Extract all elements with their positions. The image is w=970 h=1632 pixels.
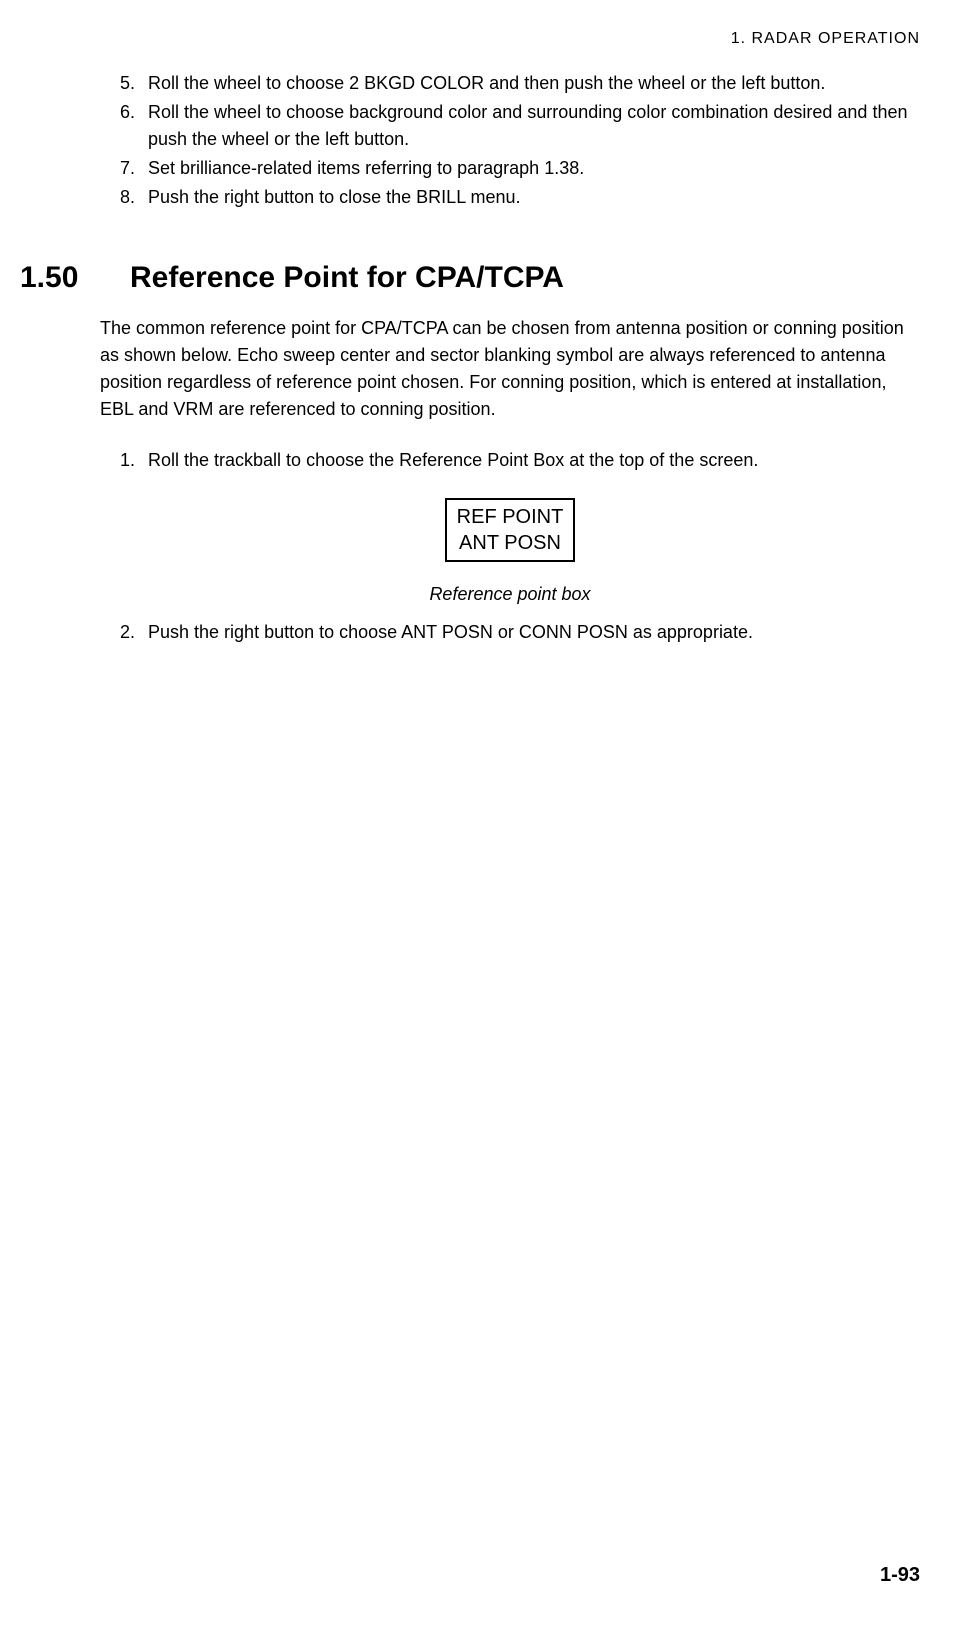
- page-number: 1-93: [880, 1564, 920, 1587]
- list-item-number: 7.: [120, 155, 148, 182]
- ref-box-container: REF POINT ANT POSN Reference point box: [100, 484, 920, 605]
- list-item-text: Roll the wheel to choose 2 BKGD COLOR an…: [148, 70, 920, 97]
- section-body-paragraph: The common reference point for CPA/TCPA …: [100, 315, 920, 423]
- list-item: 2. Push the right button to choose ANT P…: [120, 619, 920, 646]
- list-item-text: Roll the wheel to choose background colo…: [148, 99, 920, 153]
- ref-box-caption: Reference point box: [100, 584, 920, 605]
- section-steps-list-cont: 2. Push the right button to choose ANT P…: [120, 619, 920, 646]
- list-item-text: Set brilliance-related items referring t…: [148, 155, 920, 182]
- page-content: 5. Roll the wheel to choose 2 BKGD COLOR…: [100, 70, 920, 646]
- list-item-number: 5.: [120, 70, 148, 97]
- reference-point-box: REF POINT ANT POSN: [445, 498, 576, 562]
- list-item: 7. Set brilliance-related items referrin…: [120, 155, 920, 182]
- list-item-text: Push the right button to close the BRILL…: [148, 184, 920, 211]
- page-header: 1. RADAR OPERATION: [731, 30, 920, 48]
- list-item-number: 1.: [120, 447, 148, 474]
- list-item: 5. Roll the wheel to choose 2 BKGD COLOR…: [120, 70, 920, 97]
- ref-box-line1: REF POINT: [457, 504, 564, 530]
- list-item-number: 2.: [120, 619, 148, 646]
- continued-steps-list: 5. Roll the wheel to choose 2 BKGD COLOR…: [120, 70, 920, 211]
- list-item-number: 6.: [120, 99, 148, 153]
- list-item-text: Roll the trackball to choose the Referen…: [148, 447, 920, 474]
- section-heading: 1.50 Reference Point for CPA/TCPA: [20, 261, 920, 295]
- section-number: 1.50: [20, 261, 130, 295]
- list-item-text: Push the right button to choose ANT POSN…: [148, 619, 920, 646]
- list-item: 6. Roll the wheel to choose background c…: [120, 99, 920, 153]
- list-item: 1. Roll the trackball to choose the Refe…: [120, 447, 920, 474]
- section-steps-list: 1. Roll the trackball to choose the Refe…: [120, 447, 920, 474]
- list-item: 8. Push the right button to close the BR…: [120, 184, 920, 211]
- list-item-number: 8.: [120, 184, 148, 211]
- ref-box-line2: ANT POSN: [457, 530, 564, 556]
- section-title: Reference Point for CPA/TCPA: [130, 261, 564, 295]
